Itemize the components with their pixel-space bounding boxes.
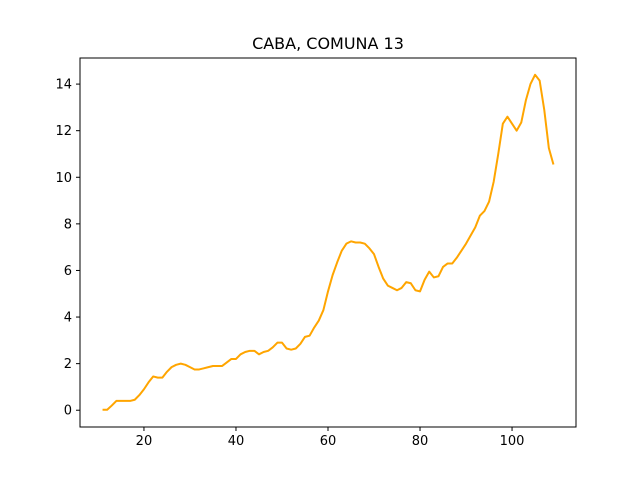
y-tick-label: 0 — [64, 404, 72, 419]
y-tick-label: 8 — [64, 217, 72, 232]
axes-frame — [79, 57, 577, 428]
y-tick-label: 14 — [55, 78, 72, 93]
y-tick-label: 10 — [55, 171, 72, 186]
x-tick-label: 60 — [320, 434, 337, 449]
x-tick-label: 100 — [500, 434, 525, 449]
x-axis: 20 40 60 80 100 — [136, 427, 525, 449]
series-line-0 — [102, 73, 555, 411]
y-tick-label: 4 — [64, 311, 72, 326]
y-tick-label: 2 — [64, 357, 72, 372]
plot-area — [102, 73, 555, 411]
x-tick-label: 40 — [228, 434, 245, 449]
chart-title: CABA, COMUNA 13 — [252, 34, 404, 53]
x-tick-label: 20 — [136, 434, 153, 449]
y-tick-label: 12 — [55, 124, 72, 139]
y-axis: 0 2 4 6 8 10 12 14 — [55, 78, 80, 419]
y-tick-label: 6 — [64, 264, 72, 279]
x-tick-label: 80 — [412, 434, 429, 449]
